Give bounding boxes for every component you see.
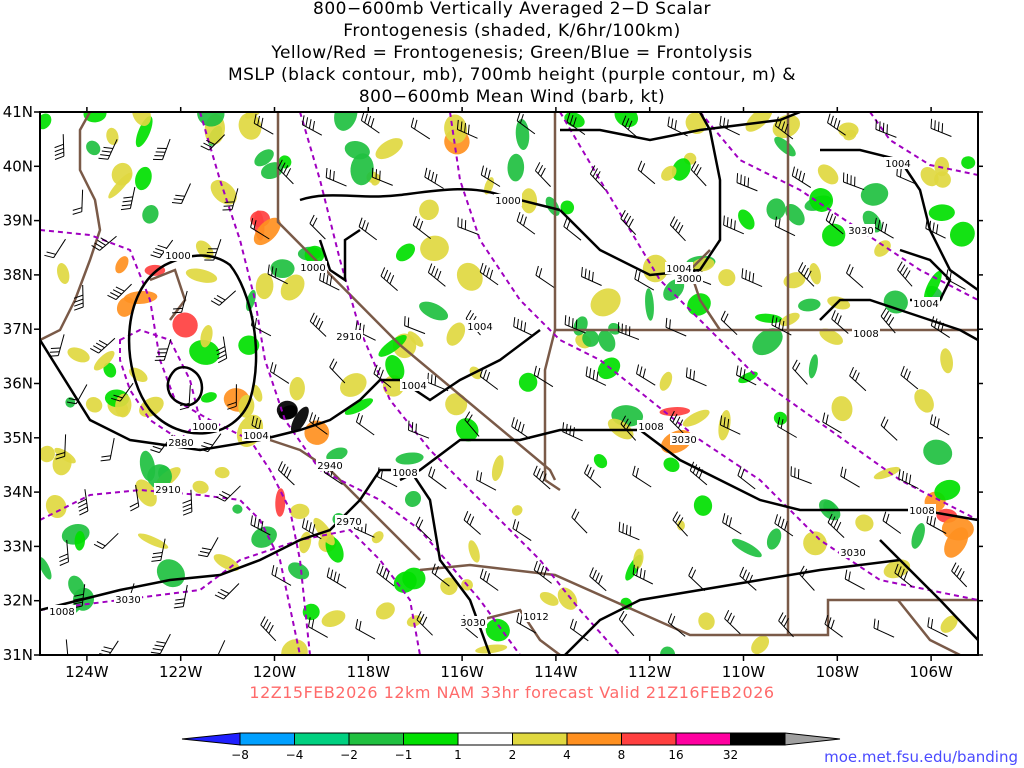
colorbar-label: 1 (454, 748, 462, 762)
lat-label: 33N (3, 537, 33, 555)
title-line-4: MSLP (black contour, mb), 700mb height (… (227, 65, 797, 85)
colorbar-label: 8 (618, 748, 626, 762)
height-label: 3000 (676, 274, 701, 285)
height-label: 2880 (168, 438, 193, 449)
mslp-label: 1004 (913, 299, 938, 310)
latitude-labels: 41N 40N 39N 38N 37N 36N 35N 34N 33N 32N 31N (3, 103, 33, 664)
lon-label: 118W (347, 663, 391, 681)
lat-label: 34N (3, 483, 33, 501)
colorbar-label: 2 (509, 748, 517, 762)
height-label: 2910 (336, 332, 361, 343)
colorbar-swatch (675, 732, 731, 746)
lat-label: 39N (3, 212, 33, 230)
mslp-label: 1004 (401, 381, 426, 392)
height-label: 3030 (848, 226, 873, 237)
colorbar-label: 16 (668, 748, 683, 762)
lat-label: 41N (3, 103, 33, 121)
height-label: 2910 (155, 485, 180, 496)
contour-labels: 1000 1000 1000 1000 1004 1004 1004 1004 1004 1004… (48, 157, 940, 629)
axis-ticks (34, 107, 983, 661)
state-borders (40, 112, 978, 655)
lat-label: 32N (3, 592, 33, 610)
lat-label: 40N (3, 157, 33, 175)
colorbar-label: −1 (395, 748, 413, 762)
lat-label: 36N (3, 375, 33, 393)
mslp-label: 1012 (523, 612, 548, 623)
colorbar-swatch (566, 732, 622, 746)
lon-label: 124W (65, 663, 109, 681)
lat-label: 35N (3, 429, 33, 447)
mslp-label: 1004 (666, 264, 691, 275)
lon-label: 112W (628, 663, 672, 681)
colorbar-label: −4 (286, 748, 304, 762)
colorbar-label: −2 (340, 748, 358, 762)
colorbar-swatch (348, 732, 404, 746)
title-line-3: Yellow/Red = Frontogenesis; Green/Blue =… (271, 43, 753, 63)
source-credit[interactable]: moe.met.fsu.edu/banding (824, 748, 1018, 766)
height-label: 3030 (460, 618, 485, 629)
colorbar-swatch (730, 732, 786, 746)
colorbar-swatch (294, 732, 350, 746)
colorbar-swatch (512, 732, 568, 746)
mslp-label: 1008 (49, 607, 74, 618)
mslp-label: 1004 (885, 159, 910, 170)
lon-label: 108W (816, 663, 860, 681)
mslp-label: 1000 (300, 263, 325, 274)
height-label: 3030 (671, 435, 696, 446)
longitude-labels: 124W 122W 120W 118W 116W 114W 112W 110W 108W 106W (65, 663, 953, 681)
colorbar: −8 −4 −2 −1 1 2 4 8 16 32 (181, 732, 841, 762)
colorbar-label: 4 (563, 748, 571, 762)
mslp-label: 1008 (853, 329, 878, 340)
title-line-1: 800−600mb Vertically Averaged 2−D Scalar (313, 0, 711, 19)
lon-label: 110W (722, 663, 766, 681)
forecast-valid-time: 12Z15FEB2026 12km NAM 33hr forecast Vali… (249, 683, 775, 702)
wind-barbs (44, 112, 968, 655)
mslp-label: 1008 (392, 468, 417, 479)
height-label: 3030 (840, 548, 865, 559)
frontogenesis-shading (40, 112, 976, 655)
lat-label: 38N (3, 266, 33, 284)
height-contours (40, 112, 978, 655)
height-label: 2970 (336, 517, 361, 528)
title-line-5: 800−600mb Mean Wind (barb, kt) (358, 87, 666, 107)
height-label: 3030 (115, 595, 140, 606)
lat-label: 31N (3, 646, 33, 664)
mslp-label: 1004 (243, 431, 268, 442)
lon-label: 106W (909, 663, 953, 681)
mslp-label: 1000 (495, 196, 520, 207)
colorbar-swatch (457, 732, 513, 746)
colorbar-swatch (239, 732, 295, 746)
mslp-label: 1000 (192, 422, 217, 433)
mslp-label: 1004 (467, 322, 492, 333)
mslp-label: 1008 (638, 422, 663, 433)
colorbar-label: −8 (231, 748, 249, 762)
mslp-label: 1000 (165, 251, 190, 262)
lat-label: 37N (3, 320, 33, 338)
lon-label: 122W (159, 663, 203, 681)
colorbar-swatch (403, 732, 459, 746)
lon-label: 114W (534, 663, 578, 681)
lon-label: 116W (440, 663, 484, 681)
colorbar-label: 32 (723, 748, 738, 762)
title-line-2: Frontogenesis (shaded, K/6hr/100km) (343, 21, 681, 41)
mslp-label: 1008 (909, 506, 934, 517)
lon-label: 120W (253, 663, 297, 681)
height-label: 2940 (317, 461, 342, 472)
colorbar-swatch (621, 732, 677, 746)
